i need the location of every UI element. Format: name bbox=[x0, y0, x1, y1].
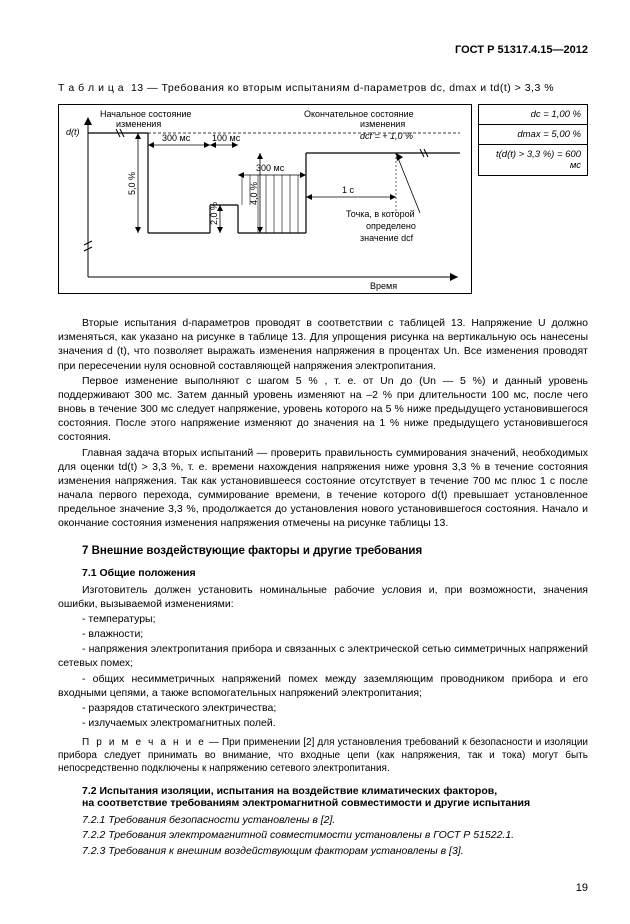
lbl-dt: d(t) bbox=[66, 127, 80, 137]
lbl-point-bot: значение dcf bbox=[360, 233, 414, 243]
body-text: Вторые испытания d-параметров проводят в… bbox=[58, 316, 588, 531]
sec71-intro: Изготовитель должен установить номинальн… bbox=[58, 583, 588, 611]
li1: - температуры; bbox=[58, 612, 588, 626]
sec722: 7.2.2 Требования электромагнитной совмес… bbox=[58, 828, 588, 842]
sec721: 7.2.1 Требования безопасности установлен… bbox=[58, 813, 588, 827]
lbl-time: Время bbox=[370, 281, 397, 291]
lbl-40: 4,0 % bbox=[249, 182, 259, 205]
lbl-final-bot: изменения bbox=[360, 119, 405, 129]
lbl-point-top: Точка, в которой bbox=[346, 209, 415, 219]
lbl-dcf: dcf = + 1,0 % bbox=[360, 131, 413, 141]
caption-text: — Требования ко вторым испытаниям d-пара… bbox=[147, 82, 554, 94]
section-7-title: 7 Внешние воздействующие факторы и други… bbox=[82, 545, 588, 557]
lbl-initial-bot: изменения bbox=[116, 119, 161, 129]
sec72-l2: на соответствие требованиям электромагни… bbox=[82, 797, 588, 809]
lbl-100: 100 мс bbox=[212, 133, 241, 143]
sec72-l1: 7.2 Испытания изоляции, испытания на воз… bbox=[82, 785, 588, 797]
diagram-svg: Начальное состояние изменения d(t) 300 м… bbox=[59, 105, 471, 293]
sec72-body: 7.2.1 Требования безопасности установлен… bbox=[58, 813, 588, 858]
note: П р и м е ч а н и е — При применении [2]… bbox=[58, 736, 588, 775]
li6: - излучаемых электромагнитных полей. bbox=[58, 716, 588, 730]
li3: - напряжения электропитания прибора и св… bbox=[58, 642, 588, 670]
lbl-initial-top: Начальное состояние bbox=[100, 109, 191, 119]
table-caption: Т а б л и ц а 13 — Требования ко вторым … bbox=[58, 82, 588, 94]
side-r3: t(d(t) > 3,3 %) = 600 мс bbox=[478, 144, 588, 176]
lbl-point-mid: определено bbox=[366, 221, 416, 231]
doc-header: ГОСТ Р 51317.4.15—2012 bbox=[58, 44, 588, 56]
caption-num: 13 bbox=[131, 82, 144, 94]
section-7-1-title: 7.1 Общие положения bbox=[82, 567, 588, 579]
caption-prefix: Т а б л и ц а bbox=[58, 82, 124, 94]
li2: - влажности; bbox=[58, 627, 588, 641]
para3: Главная задача вторых испытаний — провер… bbox=[58, 446, 588, 531]
lbl-20: 2,0 % bbox=[209, 202, 219, 225]
waveform-diagram: Начальное состояние изменения d(t) 300 м… bbox=[58, 104, 472, 294]
li4: - общих несимметричных напряжений помех … bbox=[58, 672, 588, 700]
page-number: 19 bbox=[58, 882, 588, 894]
lbl-final-top: Окончательное состояние bbox=[304, 109, 414, 119]
lbl-1s: 1 с bbox=[342, 185, 355, 195]
side-r2: dmax = 5,00 % bbox=[478, 124, 588, 145]
side-param-table: dc = 1,00 % dmax = 5,00 % t(d(t) > 3,3 %… bbox=[478, 104, 588, 294]
li5: - разрядов статического электричества; bbox=[58, 701, 588, 715]
lbl-50: 5,0 % bbox=[127, 172, 137, 195]
section-7-2-title: 7.2 Испытания изоляции, испытания на воз… bbox=[82, 785, 588, 809]
para2: Первое изменение выполняют с шагом 5 % ,… bbox=[58, 374, 588, 445]
para1: Вторые испытания d-параметров проводят в… bbox=[58, 316, 588, 373]
lbl-300-1: 300 мс bbox=[162, 133, 191, 143]
sec723: 7.2.3 Требования к внешним воздействующи… bbox=[58, 844, 588, 858]
lbl-300-2: 300 мс bbox=[256, 163, 285, 173]
note-prefix: П р и м е ч а н и е bbox=[82, 737, 206, 748]
sec71-body: Изготовитель должен установить номинальн… bbox=[58, 583, 588, 731]
figure-row: Начальное состояние изменения d(t) 300 м… bbox=[58, 104, 588, 294]
side-r1: dc = 1,00 % bbox=[478, 104, 588, 125]
